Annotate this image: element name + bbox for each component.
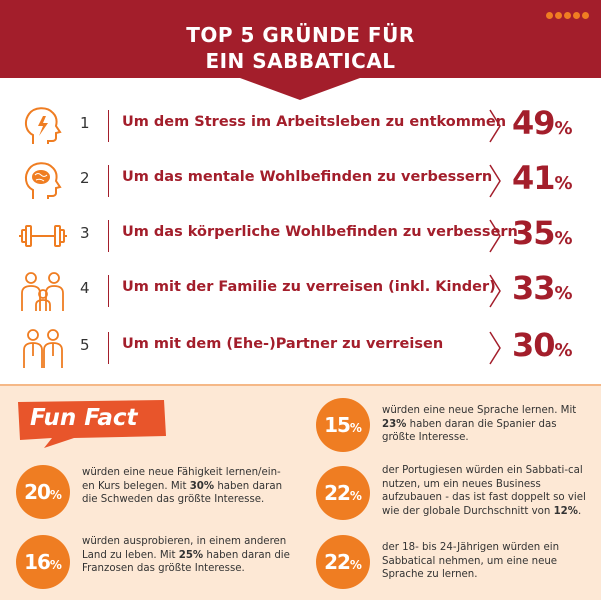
percentage-unit: % — [349, 421, 362, 435]
fact-percentage-circle: 20% — [16, 465, 70, 519]
percentage-value: 30 — [512, 326, 556, 364]
percentage-value: 41 — [512, 159, 556, 197]
dot-icon — [573, 12, 580, 19]
percentage-value: 35 — [512, 214, 556, 252]
chevron-right-icon — [489, 274, 501, 308]
fact-text: würden eine neue Sprache lernen. Mit 23%… — [382, 405, 577, 444]
percentage-unit: % — [554, 228, 573, 249]
percentage-unit: % — [349, 558, 362, 572]
percentage-unit: % — [49, 558, 62, 572]
title-line-1: TOP 5 GRÜNDE FÜR — [186, 23, 415, 47]
title-line-2: EIN SABBATICAL — [205, 49, 396, 73]
percentage-value: 49 — [512, 104, 556, 142]
dot-icon — [564, 12, 571, 19]
chevron-right-icon — [489, 331, 501, 365]
reason-number: 3 — [80, 224, 90, 242]
percentage-value: 33 — [512, 269, 556, 307]
reason-number: 4 — [80, 279, 90, 297]
percentage-unit: % — [554, 283, 573, 304]
percentage-unit: % — [554, 173, 573, 194]
reason-row-4: 4 Um mit der Familie zu verreisen (inkl.… — [0, 263, 601, 319]
reason-percentage: 49% — [512, 104, 573, 142]
reason-percentage: 35% — [512, 214, 573, 252]
fact-text: der 18- bis 24-Jährigen würden ein Sabba… — [382, 542, 560, 581]
chevron-right-icon — [489, 219, 501, 253]
reason-row-1: 1 Um dem Stress im Arbeitsleben zu entko… — [0, 98, 601, 154]
chevron-right-icon — [489, 164, 501, 198]
fact-percentage-circle: 22% — [316, 535, 370, 589]
dot-icon — [582, 12, 589, 19]
fact-percentage-circle: 22% — [316, 466, 370, 520]
fact-text: würden eine neue Fähigkeit lernen/ein-en… — [82, 467, 283, 506]
reason-number: 1 — [80, 114, 90, 132]
reason-row-5: 5 Um mit dem (Ehe-)Partner zu verreisen … — [0, 320, 601, 376]
reason-row-2: 2 Um das mentale Wohlbefinden zu verbess… — [0, 153, 601, 209]
reason-percentage: 41% — [512, 159, 573, 197]
divider — [108, 332, 109, 364]
dot-icon — [555, 12, 562, 19]
percentage-unit: % — [49, 488, 62, 502]
reason-text: Um dem Stress im Arbeitsleben zu entkomm… — [122, 114, 507, 130]
divider — [108, 275, 109, 307]
reason-number: 5 — [80, 336, 90, 354]
fact-percentage-circle: 16% — [16, 535, 70, 589]
reason-number: 2 — [80, 169, 90, 187]
panel-divider — [0, 384, 601, 387]
dot-icon — [546, 12, 553, 19]
header-banner: TOP 5 GRÜNDE FÜR EIN SABBATICAL — [0, 0, 601, 100]
reason-percentage: 30% — [512, 326, 573, 364]
stress-head-icon — [24, 107, 62, 144]
chevron-right-icon — [489, 109, 501, 143]
reason-text: Um das mentale Wohlbefinden zu verbesser… — [122, 169, 493, 185]
dumbbell-icon — [19, 225, 67, 247]
percentage-value: 16 — [24, 550, 51, 574]
percentage-unit: % — [554, 340, 573, 361]
brain-head-icon — [24, 162, 62, 199]
reason-row-3: 3 Um das körperliche Wohlbefinden zu ver… — [0, 208, 601, 264]
divider — [108, 110, 109, 142]
fact-text: der Portugiesen würden ein Sabbati-cal n… — [382, 465, 586, 517]
page-title: TOP 5 GRÜNDE FÜR EIN SABBATICAL — [0, 22, 601, 74]
percentage-value: 22 — [324, 550, 351, 574]
percentage-value: 15 — [324, 413, 351, 437]
banner-shape — [0, 0, 601, 100]
percentage-unit: % — [349, 489, 362, 503]
reason-text: Um mit dem (Ehe-)Partner zu verreisen — [122, 336, 444, 352]
reason-percentage: 33% — [512, 269, 573, 307]
fact-text: würden ausprobieren, in einem anderen La… — [82, 536, 290, 575]
fact-percentage-circle: 15% — [316, 398, 370, 452]
percentage-value: 22 — [324, 481, 351, 505]
couple-icon — [23, 329, 63, 368]
decorative-dots — [546, 12, 589, 19]
reason-text: Um mit der Familie zu verreisen (inkl. K… — [122, 279, 496, 295]
percentage-unit: % — [554, 118, 573, 139]
family-icon — [21, 272, 64, 311]
divider — [108, 165, 109, 197]
divider — [108, 220, 109, 252]
fun-fact-badge — [18, 400, 166, 448]
percentage-value: 20 — [24, 480, 51, 504]
fun-fact-label: Fun Fact — [30, 405, 138, 431]
reason-text: Um das körperliche Wohlbefinden zu verbe… — [122, 224, 518, 240]
